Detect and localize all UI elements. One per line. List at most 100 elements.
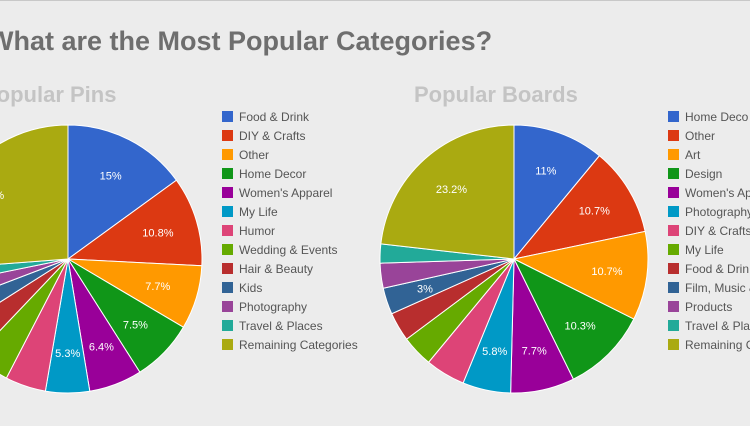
pins-legend-item: Humor [222, 221, 358, 240]
pins-legend-swatch [222, 168, 233, 179]
pins-legend-item: Travel & Places [222, 316, 358, 335]
boards-legend-label: My Life [685, 242, 724, 257]
pins-data-label-1: 10.8% [142, 227, 173, 239]
pins-slice-0 [67, 124, 178, 260]
boards-legend-item: Home Deco [668, 107, 750, 126]
pins-legend-item: Wedding & Events [222, 240, 358, 259]
boards-legend-label: Art [685, 147, 701, 162]
boards-legend-swatch [668, 225, 679, 236]
boards-slice-2 [512, 230, 649, 320]
boards-slice-12 [380, 124, 515, 260]
boards-data-label-2: 10.7% [591, 266, 622, 278]
boards-legend-swatch [668, 187, 679, 198]
boards-legend-label: Film, Music & [685, 280, 750, 295]
boards-legend-swatch [668, 320, 679, 331]
pins-slice-9 [0, 258, 69, 303]
pins-legend-label: Humor [239, 223, 276, 238]
pins-data-label-3: 7.5% [123, 319, 148, 331]
boards-slice-3 [512, 257, 635, 380]
boards-legend-item: Products [668, 297, 750, 316]
boards-chart-title: Popular Boards [414, 82, 578, 107]
boards-data-label-3: 10.3% [564, 321, 595, 333]
pins-slice-1 [66, 179, 203, 267]
pins-legend-label: Kids [239, 280, 263, 295]
boards-legend-label: Women's Appa [685, 185, 750, 200]
pins-legend-label: Hair & Beauty [239, 261, 314, 276]
boards-legend-item: DIY & Crafts [668, 221, 750, 240]
pins-legend-swatch [222, 206, 233, 217]
boards-legend-swatch [668, 206, 679, 217]
boards-legend-item: My Life [668, 240, 750, 259]
pins-legend-item: Home Decor [222, 164, 358, 183]
pins-slice-11 [0, 258, 69, 274]
boards-legend-swatch [668, 244, 679, 255]
pins-legend-swatch [222, 111, 233, 122]
pins-slice-8 [0, 258, 69, 332]
pins-legend-item: Food & Drink [222, 107, 358, 126]
pins-legend-swatch [222, 225, 233, 236]
boards-legend-label: DIY & Crafts [685, 223, 750, 238]
pins-legend-swatch [222, 263, 233, 274]
boards-legend-swatch [668, 130, 679, 141]
boards-legend-item: Design [668, 164, 750, 183]
boards-legend-item: Travel & Plac [668, 316, 750, 335]
pins-legend-item: Remaining Categories [222, 335, 358, 354]
pins-data-label-5: 5.3% [55, 348, 80, 360]
boards-legend-swatch [668, 282, 679, 293]
pins-data-label-0: 15% [100, 170, 122, 182]
pins-legend-label: Photography [239, 299, 308, 314]
pins-legend: Food & Drink DIY & Crafts Other Home Decor W… [222, 107, 358, 354]
boards-legend-label: Other [685, 128, 716, 143]
boards-legend-label: Photography [685, 204, 750, 219]
boards-legend-label: Food & Drin [685, 261, 750, 276]
pins-legend-swatch [222, 301, 233, 312]
boards-legend-label: Home Deco [685, 109, 749, 124]
pins-legend-item: DIY & Crafts [222, 126, 358, 145]
pins-data-label-4: 6.4% [89, 342, 114, 354]
boards-legend-swatch [668, 263, 679, 274]
pins-slice-7 [0, 258, 69, 379]
pins-legend-label: Home Decor [239, 166, 307, 181]
boards-legend-item: Photography [668, 202, 750, 221]
boards-data-label-4: 7.7% [522, 346, 547, 358]
boards-data-label-12: 23.2% [436, 184, 467, 196]
boards-legend-swatch [668, 149, 679, 160]
boards-legend-item: Other [668, 126, 750, 145]
pins-legend-label: Other [239, 147, 270, 162]
pins-data-label-12: % [0, 190, 4, 202]
boards-legend-item: Women's Appa [668, 183, 750, 202]
pins-legend-item: Kids [222, 278, 358, 297]
pins-legend-label: Travel & Places [239, 318, 323, 333]
boards-data-label-0: 11% [535, 166, 556, 178]
boards-legend-item: Remaining C [668, 335, 750, 354]
pins-legend-swatch [222, 282, 233, 293]
boards-legend-item: Film, Music & [668, 278, 750, 297]
pins-legend-item: Hair & Beauty [222, 259, 358, 278]
pins-data-label-2: 7.7% [145, 281, 170, 293]
boards-legend: Home Deco Other Art Design Women's Appa Photo… [668, 107, 750, 354]
pins-slice-12 [0, 124, 69, 265]
boards-legend-swatch [668, 111, 679, 122]
top-border [0, 0, 750, 1]
boards-legend-swatch [668, 168, 679, 179]
pins-legend-label: My Life [239, 204, 278, 219]
boards-legend-swatch [668, 301, 679, 312]
boards-legend-label: Products [685, 299, 733, 314]
pins-legend-swatch [222, 244, 233, 255]
pins-legend-swatch [222, 320, 233, 331]
boards-slice-0 [513, 124, 601, 261]
pins-slice-10 [0, 258, 69, 286]
boards-data-label-9: 3% [417, 284, 433, 296]
boards-slice-1 [512, 155, 646, 260]
pins-legend-label: Wedding & Events [239, 242, 338, 257]
pins-legend-item: Other [222, 145, 358, 164]
pins-chart-title: Popular Pins [0, 82, 117, 107]
pins-legend-label: Women's Apparel [239, 185, 333, 200]
pins-legend-item: Photography [222, 297, 358, 316]
pins-legend-item: Women's Apparel [222, 183, 358, 202]
pins-legend-item: My Life [222, 202, 358, 221]
pins-legend-label: DIY & Crafts [239, 128, 306, 143]
boards-legend-item: Art [668, 145, 750, 164]
page-title: What are the Most Popular Categories? [0, 26, 493, 56]
